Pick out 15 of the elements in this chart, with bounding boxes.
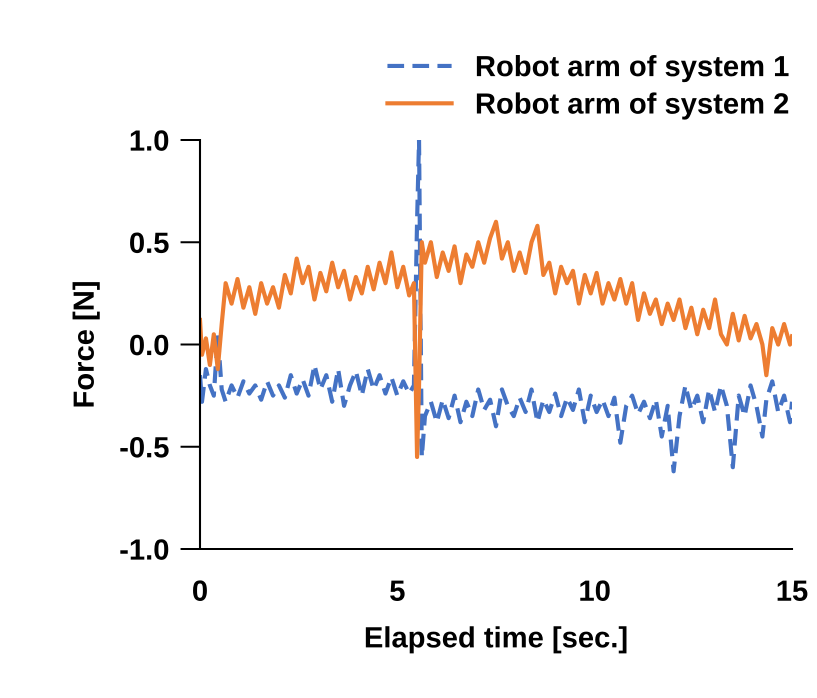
x-tick-label: 5 [390, 580, 405, 601]
y-tick-label: -0.5 [120, 436, 169, 458]
y-tick-label: 0.0 [130, 334, 168, 356]
x-tick-label: 15 [778, 580, 808, 601]
x-tick-label: 0 [193, 580, 207, 601]
y-tick-label: 1.0 [130, 130, 168, 151]
x-axis-title: Elapsed time [sec.] [366, 626, 626, 654]
y-tick-label: -1.0 [120, 539, 168, 560]
legend-label: Robot arm of system 2 [476, 92, 788, 120]
y-tick-label: 0.5 [130, 232, 169, 254]
line-series [200, 140, 792, 474]
line-series [200, 220, 792, 460]
legend-label: Robot arm of system 1 [476, 54, 789, 82]
y-axis-title: Force [N] [72, 282, 100, 407]
x-tick-label: 10 [580, 580, 610, 601]
